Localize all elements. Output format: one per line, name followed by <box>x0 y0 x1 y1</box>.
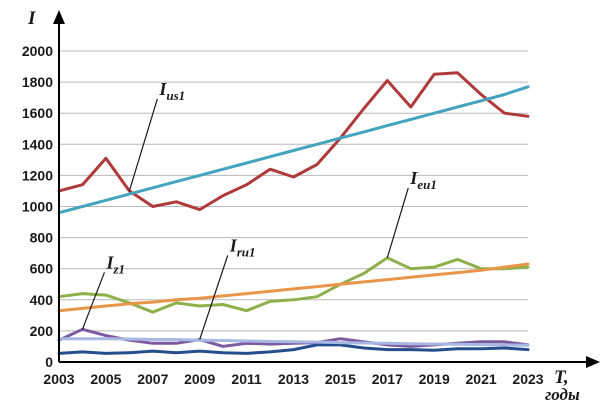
y-tick-label: 1200 <box>22 167 53 183</box>
series-line-1 <box>57 85 530 215</box>
y-tick-label: 600 <box>30 261 54 277</box>
x-axis-arrow <box>586 356 600 368</box>
annotation-leader <box>386 187 409 258</box>
annotation-label: Ieu1 <box>409 168 437 192</box>
annotation-subscript: z1 <box>112 261 125 276</box>
annotation-subscript: eu1 <box>417 177 437 192</box>
y-tick-label: 800 <box>30 230 54 246</box>
y-tick-label: 0 <box>45 354 53 370</box>
annotation-leader <box>128 98 158 192</box>
y-axis-label: I <box>27 8 36 29</box>
y-tick-label: 1400 <box>22 136 53 152</box>
x-tick-label: 2015 <box>325 371 356 387</box>
series-lines <box>57 71 530 355</box>
annotation-subscript: us1 <box>166 88 185 103</box>
x-tick-label: 2011 <box>231 371 262 387</box>
x-tick-label: 2009 <box>184 371 215 387</box>
x-tick-label: 2007 <box>137 371 168 387</box>
y-tick-label: 1800 <box>22 74 53 90</box>
x-tick-label: 2023 <box>512 371 543 387</box>
x-tick-label: 2003 <box>43 371 74 387</box>
y-tick-label: 1600 <box>22 105 53 121</box>
annotation-label: Iz1 <box>105 252 125 276</box>
x-axis-label: T, <box>554 367 569 388</box>
x-tick-label: 2017 <box>372 371 403 387</box>
axes <box>53 10 600 368</box>
x-tick-label: 2021 <box>466 371 497 387</box>
x-tick-label: 2005 <box>90 371 121 387</box>
y-tick-label: 200 <box>30 323 54 339</box>
annotation-label: Iru1 <box>229 235 256 259</box>
series-line-6 <box>57 337 530 347</box>
series-line-5 <box>57 343 530 355</box>
y-tick-label: 2000 <box>22 43 53 59</box>
x-axis-unit: годы <box>545 385 580 404</box>
y-tick-label: 1000 <box>22 199 53 215</box>
x-tick-label: 2013 <box>278 371 309 387</box>
y-tick-label: 400 <box>30 292 54 308</box>
series-line-2 <box>57 256 530 314</box>
y-axis-arrow <box>53 10 65 24</box>
annotation-leader <box>199 255 229 340</box>
annotation-leader <box>81 272 106 330</box>
series-line-3 <box>57 262 530 313</box>
x-tick-label: 2019 <box>419 371 450 387</box>
series-line-0 <box>57 71 530 212</box>
annotation-subscript: ru1 <box>237 244 256 259</box>
tick-labels: 0 200 400 600 800 1000 1200 1400 1600 1800 2000 200… <box>22 43 544 387</box>
